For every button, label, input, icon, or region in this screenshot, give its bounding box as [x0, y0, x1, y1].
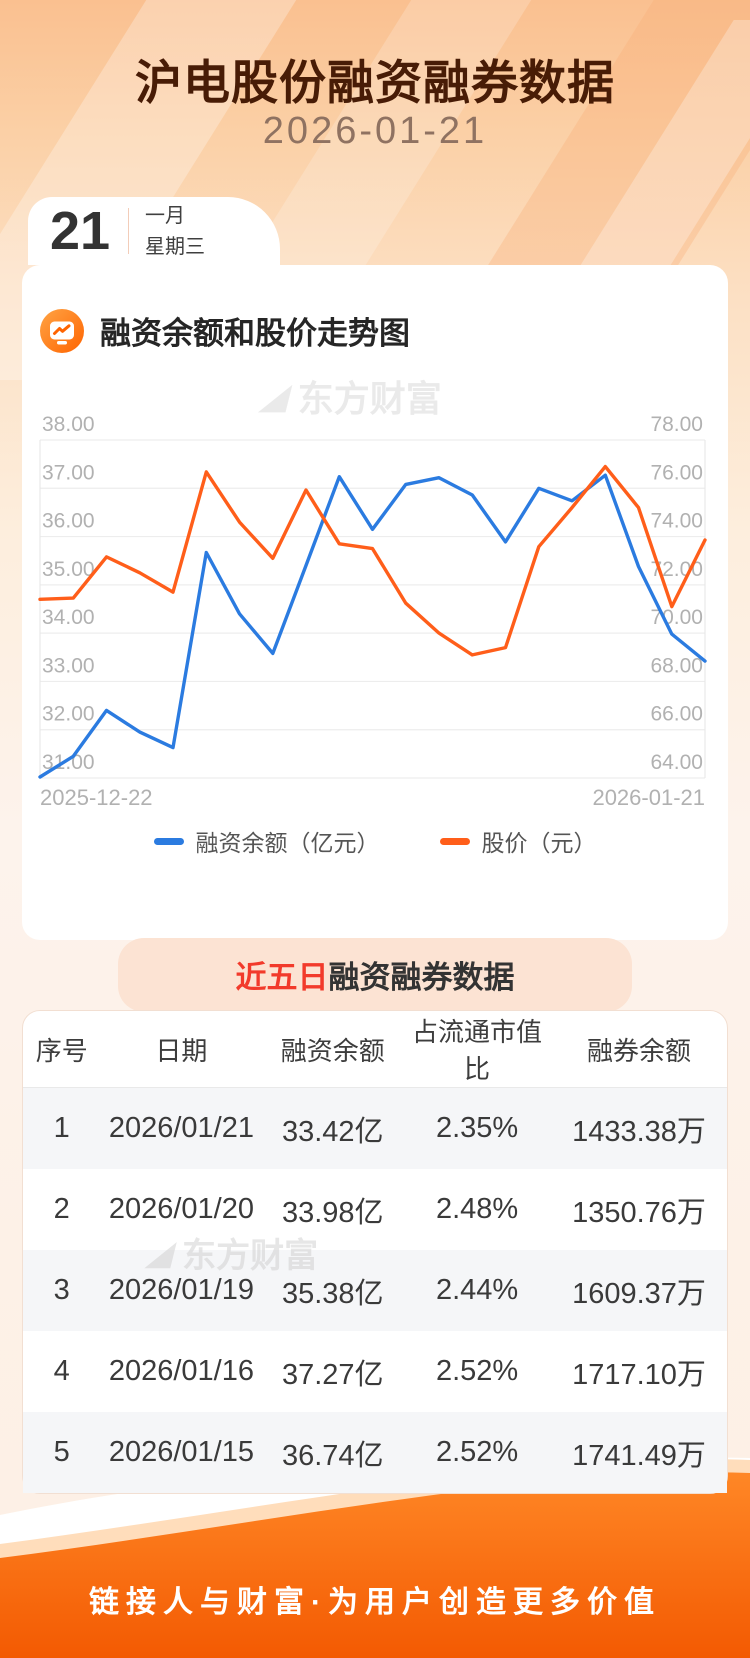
calendar-chip: 21 一月 星期三: [28, 197, 280, 265]
series-line-0: [38, 473, 707, 779]
legend-label: 融资余额（亿元）: [195, 830, 380, 856]
y-axis-label-left: 32.00: [42, 703, 95, 726]
table-column-header: 融资余额: [262, 1011, 404, 1088]
y-axis-label-right: 64.00: [650, 751, 703, 774]
legend-item-stock-price: 股价（元）: [439, 824, 597, 858]
y-axis-label-left: 37.00: [42, 461, 95, 484]
table-header-row: 序号 日期 融资余额 占流通市值比 融券余额: [23, 1011, 727, 1088]
chart-section-header: 融资余额和股价走势图: [40, 308, 410, 353]
y-axis-label-right: 68.00: [650, 654, 703, 677]
x-axis-label-end: 2026-01-21: [592, 785, 705, 810]
line-chart: 38.00 78.00 37.00 76.00 36.00 74.00 35.00 72.00…: [38, 415, 707, 810]
legend-label: 股价（元）: [481, 830, 597, 856]
table-row: 4 2026/01/16 37.27亿 2.52% 1717.10万: [23, 1331, 727, 1412]
table-cell: 2.35%: [435, 1112, 519, 1144]
watermark: ◢ 东方财富: [143, 1233, 319, 1276]
calendar-weekday: 星期三: [145, 236, 205, 258]
footer-slogan: 链接人与财富·为用户创造更多价值: [89, 1586, 661, 1619]
footer-wave: [0, 1457, 750, 1658]
table-title-rest: 融资融券数据: [328, 960, 515, 995]
y-axis-label-left: 35.00: [42, 558, 95, 581]
table-cell: 2026/01/19: [108, 1274, 254, 1306]
watermark-logo-icon: ◢: [257, 375, 295, 416]
chart-legend: 融资余额（亿元） 股价（元）: [0, 824, 750, 858]
series-line-1: [38, 464, 707, 657]
margin-data-table: 序号 日期 融资余额 占流通市值比 融券余额 1 2026/01/21 33.42亿 2.35…: [23, 1011, 727, 1493]
table-card: 序号 日期 融资余额 占流通市值比 融券余额 1 2026/01/21 33.42亿 2.35…: [22, 1010, 728, 1494]
table-cell: 1350.76万: [572, 1196, 706, 1229]
table-cell: 4: [53, 1355, 70, 1387]
y-axis-label-right: 76.00: [650, 461, 703, 484]
y-axis-label-left: 34.00: [42, 606, 95, 629]
table-column-header: 占流通市值比: [403, 1011, 551, 1088]
table-title-highlight: 近五日: [235, 960, 329, 995]
legend-swatch-orange: [439, 837, 470, 845]
table-cell: 3: [53, 1274, 70, 1306]
trend-monitor-icon: [40, 308, 84, 353]
table-cell: 2026/01/20: [108, 1193, 254, 1225]
chart-card: 融资余额和股价走势图: [22, 265, 728, 940]
table-cell: 1741.49万: [572, 1439, 706, 1472]
y-axis-label-left: 38.00: [42, 415, 95, 436]
chart-section-title: 融资余额和股价走势图: [100, 316, 410, 351]
y-axis-label-right: 72.00: [650, 558, 703, 581]
calendar-day: 21: [50, 201, 111, 261]
table-cell: 1433.38万: [572, 1115, 706, 1148]
table-cell: 2: [53, 1193, 70, 1225]
legend-swatch-blue: [153, 837, 184, 845]
table-cell: 33.42亿: [281, 1115, 384, 1148]
table-section-banner: 近五日融资融券数据: [118, 938, 632, 1012]
table-row: 2 2026/01/20 33.98亿 2.48% 1350.76万: [23, 1169, 727, 1250]
y-axis-label-left: 33.00: [42, 654, 95, 677]
watermark: ◢ 东方财富: [257, 375, 442, 419]
table-cell: 36.74亿: [281, 1439, 384, 1472]
table-column-header: 融券余额: [550, 1011, 727, 1088]
table-cell: 2026/01/21: [108, 1112, 254, 1144]
table-cell: 2026/01/16: [108, 1355, 254, 1387]
table-row: 1 2026/01/21 33.42亿 2.35% 1433.38万: [23, 1087, 727, 1169]
y-axis-label-right: 66.00: [650, 703, 703, 726]
x-axis-label-start: 2025-12-22: [40, 785, 153, 810]
page-date: 2026-01-21: [262, 110, 488, 152]
table-column-header: 日期: [100, 1011, 263, 1088]
table-cell: 37.27亿: [281, 1358, 384, 1391]
chip-divider: [128, 208, 129, 254]
y-axis-label-right: 78.00: [650, 415, 703, 436]
table-row: 5 2026/01/15 36.74亿 2.52% 1741.49万: [23, 1412, 727, 1493]
table-cell: 1: [53, 1112, 70, 1144]
table-cell: 2.52%: [435, 1436, 519, 1468]
y-axis-label-right: 70.00: [650, 606, 703, 629]
calendar-month-weekday: 一月 星期三: [145, 199, 205, 263]
page-title: 沪电股份融资融券数据: [135, 56, 615, 109]
table-cell: 2026/01/15: [108, 1436, 254, 1468]
table-cell: 35.38亿: [281, 1277, 384, 1310]
calendar-month: 一月: [145, 205, 185, 227]
table-row: 3 2026/01/19 35.38亿 2.44% 1609.37万: [23, 1250, 727, 1331]
table-cell: 1717.10万: [572, 1358, 706, 1391]
table-cell: 33.98亿: [281, 1196, 384, 1229]
table-cell: 5: [53, 1436, 70, 1468]
legend-item-financing-balance: 融资余额（亿元）: [153, 824, 380, 858]
watermark-logo-icon: ◢: [143, 1233, 179, 1272]
table-column-header: 序号: [23, 1011, 101, 1088]
table-cell: 2.44%: [435, 1274, 519, 1306]
y-axis-label-right: 74.00: [650, 510, 703, 533]
table-cell: 1609.37万: [572, 1277, 706, 1310]
y-axis-label-left: 36.00: [42, 510, 95, 533]
footer-orange-wave: [0, 1472, 750, 1658]
table-cell: 2.52%: [435, 1355, 519, 1387]
table-section-title: 近五日融资融券数据: [118, 952, 632, 997]
table-cell: 2.48%: [435, 1193, 519, 1225]
